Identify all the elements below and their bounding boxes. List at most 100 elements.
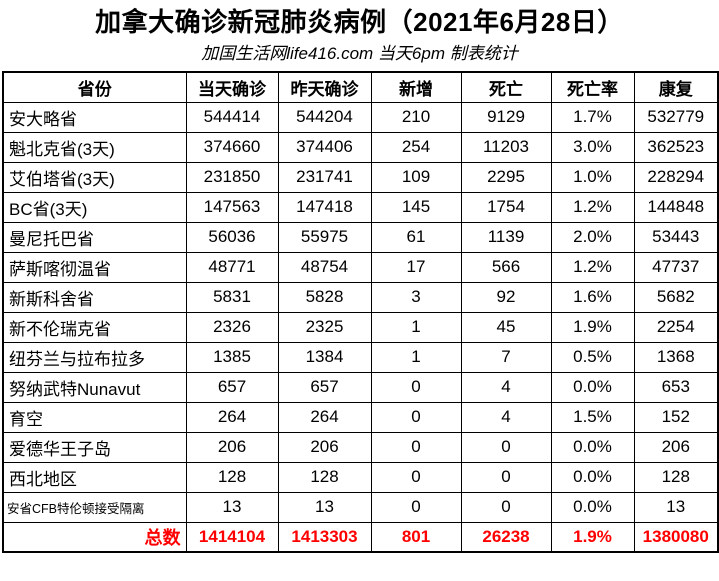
province-name: 安大略省 xyxy=(2,101,187,133)
value-cell: 657 xyxy=(185,371,279,403)
value-cell: 7 xyxy=(460,341,552,373)
value-cell: 264 xyxy=(185,401,279,433)
column-header: 当天确诊 xyxy=(185,71,279,103)
value-cell: 0 xyxy=(370,431,462,463)
value-cell: 145 xyxy=(370,191,462,223)
value-cell: 0 xyxy=(460,431,552,463)
value-cell: 1 xyxy=(370,311,462,343)
table-body: 安大略省 544414 544204 210 9129 1.7% 532779 魁北克省(3天… xyxy=(2,101,719,553)
province-name: 艾伯塔省(3天) xyxy=(2,161,187,193)
total-value-cell: 1380080 xyxy=(633,521,719,553)
value-cell: 5682 xyxy=(633,281,719,313)
total-value-cell: 26238 xyxy=(460,521,552,553)
value-cell: 0 xyxy=(370,491,462,523)
province-name: 曼尼托巴省 xyxy=(2,221,187,253)
value-cell: 152 xyxy=(633,401,719,433)
covid-cases-table: 省份 当天确诊 昨天确诊 新增 死亡 死亡率 康复 安大略省 544414 544204 210 9… xyxy=(2,71,719,553)
value-cell: 92 xyxy=(460,281,552,313)
value-cell: 0 xyxy=(460,491,552,523)
value-cell: 2325 xyxy=(277,311,372,343)
value-cell: 0 xyxy=(370,461,462,493)
total-value-cell: 1413303 xyxy=(277,521,372,553)
value-cell: 206 xyxy=(277,431,372,463)
table-row: 西北地区 128 128 0 0 0.0% 128 xyxy=(2,461,719,493)
value-cell: 48771 xyxy=(185,251,279,283)
table-row: 新斯科舍省 5831 5828 3 92 1.6% 5682 xyxy=(2,281,719,313)
table-row: 魁北克省(3天) 374660 374406 254 11203 3.0% 362523 xyxy=(2,131,719,163)
table-row: 努纳武特Nunavut 657 657 0 4 0.0% 653 xyxy=(2,371,719,403)
column-header: 死亡率 xyxy=(550,71,635,103)
value-cell: 128 xyxy=(277,461,372,493)
value-cell: 254 xyxy=(370,131,462,163)
value-cell: 147563 xyxy=(185,191,279,223)
value-cell: 0 xyxy=(370,371,462,403)
value-cell: 210 xyxy=(370,101,462,133)
value-cell: 5831 xyxy=(185,281,279,313)
value-cell: 1368 xyxy=(633,341,719,373)
value-cell: 206 xyxy=(633,431,719,463)
table-row: 安省CFB特伦顿接受隔离 13 13 0 0 0.0% 13 xyxy=(2,491,719,523)
value-cell: 9129 xyxy=(460,101,552,133)
value-cell: 1.2% xyxy=(550,191,635,223)
column-header: 新增 xyxy=(370,71,462,103)
value-cell: 1.9% xyxy=(550,311,635,343)
table-row: 爱德华王子岛 206 206 0 0 0.0% 206 xyxy=(2,431,719,463)
province-name: 纽芬兰与拉布拉多 xyxy=(2,341,187,373)
table-row: 曼尼托巴省 56036 55975 61 1139 2.0% 53443 xyxy=(2,221,719,253)
value-cell: 1139 xyxy=(460,221,552,253)
value-cell: 1.6% xyxy=(550,281,635,313)
province-name: BC省(3天) xyxy=(2,191,187,223)
value-cell: 544414 xyxy=(185,101,279,133)
value-cell: 544204 xyxy=(277,101,372,133)
value-cell: 362523 xyxy=(633,131,719,163)
value-cell: 61 xyxy=(370,221,462,253)
table-row: 新不伦瑞克省 2326 2325 1 45 1.9% 2254 xyxy=(2,311,719,343)
value-cell: 231850 xyxy=(185,161,279,193)
table-row: BC省(3天) 147563 147418 145 1754 1.2% 144848 xyxy=(2,191,719,223)
value-cell: 5828 xyxy=(277,281,372,313)
value-cell: 47737 xyxy=(633,251,719,283)
province-name: 魁北克省(3天) xyxy=(2,131,187,163)
province-name: 新不伦瑞克省 xyxy=(2,311,187,343)
value-cell: 144848 xyxy=(633,191,719,223)
value-cell: 13 xyxy=(277,491,372,523)
value-cell: 1754 xyxy=(460,191,552,223)
value-cell: 4 xyxy=(460,371,552,403)
province-name: 爱德华王子岛 xyxy=(2,431,187,463)
column-header: 康复 xyxy=(633,71,719,103)
total-value-cell: 1.9% xyxy=(550,521,635,553)
table-row: 萨斯喀彻温省 48771 48754 17 566 1.2% 47737 xyxy=(2,251,719,283)
value-cell: 231741 xyxy=(277,161,372,193)
province-name: 西北地区 xyxy=(2,461,187,493)
value-cell: 48754 xyxy=(277,251,372,283)
header-row: 省份 当天确诊 昨天确诊 新增 死亡 死亡率 康复 xyxy=(2,71,719,103)
province-name: 萨斯喀彻温省 xyxy=(2,251,187,283)
value-cell: 2326 xyxy=(185,311,279,343)
value-cell: 566 xyxy=(460,251,552,283)
value-cell: 0.0% xyxy=(550,431,635,463)
value-cell: 3 xyxy=(370,281,462,313)
value-cell: 1384 xyxy=(277,341,372,373)
column-header: 省份 xyxy=(2,71,187,103)
value-cell: 3.0% xyxy=(550,131,635,163)
value-cell: 657 xyxy=(277,371,372,403)
value-cell: 4 xyxy=(460,401,552,433)
value-cell: 2.0% xyxy=(550,221,635,253)
value-cell: 1.0% xyxy=(550,161,635,193)
value-cell: 374660 xyxy=(185,131,279,163)
column-header: 昨天确诊 xyxy=(277,71,372,103)
value-cell: 0.0% xyxy=(550,461,635,493)
value-cell: 56036 xyxy=(185,221,279,253)
value-cell: 2254 xyxy=(633,311,719,343)
table-row: 艾伯塔省(3天) 231850 231741 109 2295 1.0% 228294 xyxy=(2,161,719,193)
column-header: 死亡 xyxy=(460,71,552,103)
value-cell: 109 xyxy=(370,161,462,193)
value-cell: 264 xyxy=(277,401,372,433)
page-subtitle: 加国生活网life416.com 当天6pm 制表统计 xyxy=(201,44,518,63)
value-cell: 653 xyxy=(633,371,719,403)
value-cell: 1385 xyxy=(185,341,279,373)
total-value-cell: 801 xyxy=(370,521,462,553)
value-cell: 374406 xyxy=(277,131,372,163)
table-row: 育空 264 264 0 4 1.5% 152 xyxy=(2,401,719,433)
